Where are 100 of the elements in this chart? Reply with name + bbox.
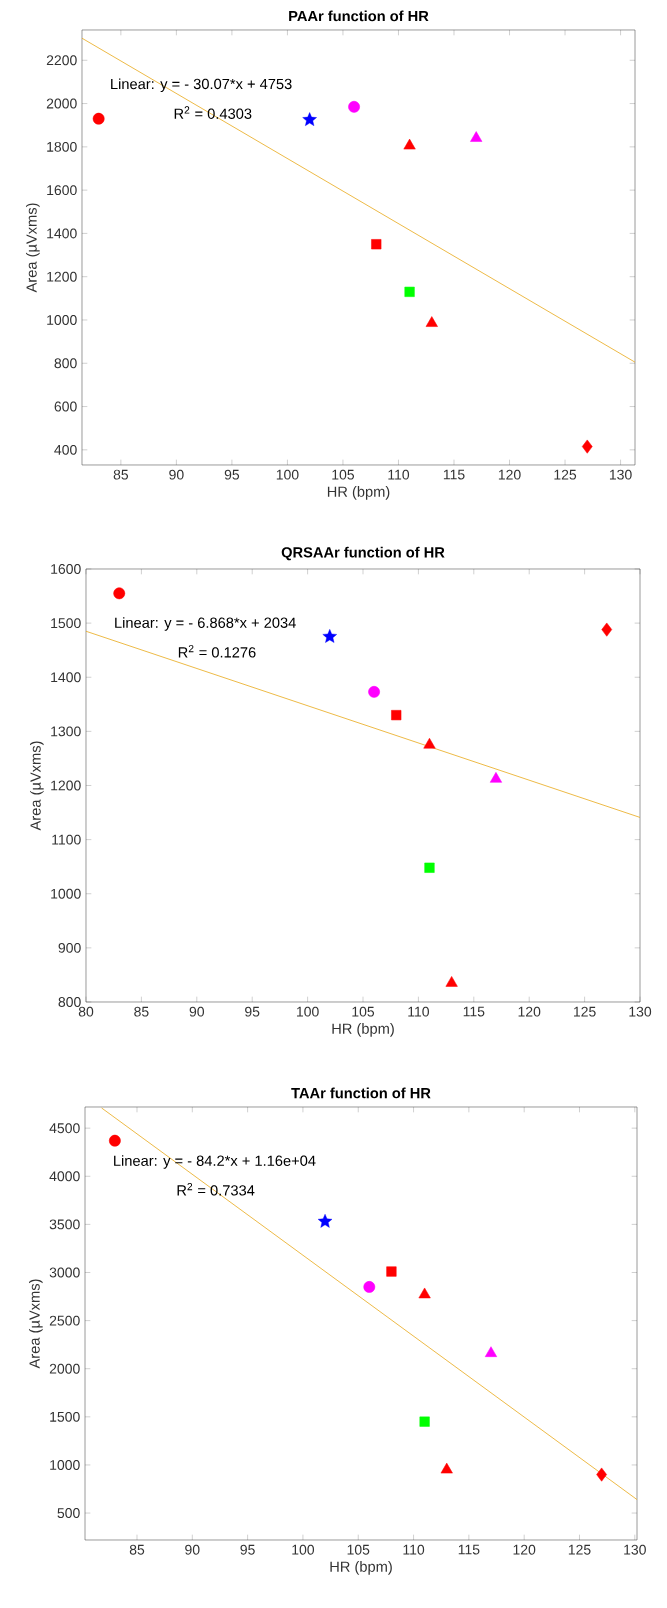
x-tick-label: 85: [113, 469, 129, 480]
x-tick-label: 130: [629, 1006, 652, 1017]
x-tick-label: 105: [347, 1544, 370, 1555]
chart-title: PAAr function of HR: [289, 10, 429, 22]
point: [348, 100, 360, 113]
y-tick-label: 1300: [51, 726, 81, 737]
x-tick-label: 120: [518, 1006, 541, 1017]
x-tick-label: 85: [129, 1544, 145, 1555]
x-tick-label: 115: [463, 1006, 485, 1017]
x-tick-label: 85: [134, 1006, 149, 1017]
x-tick-label: 90: [169, 469, 184, 480]
y-tick-label: 4000: [49, 1171, 80, 1182]
x-tick-label: 115: [458, 1544, 480, 1555]
x-tick-label: 110: [403, 1544, 425, 1555]
y-tick-label: 400: [54, 444, 77, 455]
point: [484, 1346, 498, 1357]
chart-title: QRSAAr function of HR: [281, 546, 445, 561]
x-tick-label: 130: [624, 1544, 646, 1555]
y-axis-title: Area (µVxms): [25, 203, 40, 293]
y-tick-label: 3500: [49, 1219, 80, 1230]
x-tick-label: 105: [332, 469, 355, 480]
x-tick-label: 120: [498, 469, 521, 480]
point: [403, 138, 416, 150]
y-tick-label: 1500: [51, 618, 81, 629]
point: [302, 112, 317, 126]
point: [419, 1416, 430, 1427]
point: [423, 737, 436, 749]
point: [317, 1213, 333, 1228]
annotation: R$^{2}$ = 0.1276: [178, 644, 256, 658]
x-tick-label: 100: [276, 469, 299, 480]
y-tick-label: 1600: [51, 564, 81, 574]
x-axis-title: HR (bpm): [330, 1561, 392, 1575]
y-tick-label: 1100: [52, 834, 81, 845]
annotation: Linear: y = - 84.2*x + 1.16e+04: [114, 1155, 316, 1169]
y-tick-label: 900: [58, 942, 81, 953]
point: [368, 685, 380, 698]
y-tick-label: 1400: [47, 228, 77, 239]
point: [581, 439, 593, 454]
annotation: Linear: y = - 6.868*x + 2034: [115, 617, 296, 631]
annotation: R$^{2}$ = 0.7334: [177, 1182, 255, 1196]
y-tick-label: 2200: [46, 55, 77, 66]
point: [470, 131, 483, 142]
x-tick-label: 80: [78, 1006, 94, 1017]
y-tick-label: 3000: [49, 1267, 80, 1278]
y-axis-title: Area (µVxms): [29, 741, 44, 831]
y-tick-label: 1000: [47, 315, 77, 325]
x-tick-label: 90: [189, 1006, 205, 1017]
annotation: Linear: y = - 30.07*x + 4753: [111, 78, 292, 93]
y-tick-label: 4500: [49, 1123, 80, 1134]
x-tick-label: 125: [573, 1006, 596, 1017]
x-tick-label: 100: [296, 1006, 319, 1017]
x-tick-label: 95: [240, 1544, 255, 1555]
x-tick-label: 120: [513, 1544, 536, 1555]
point: [92, 112, 105, 125]
point: [386, 1266, 397, 1277]
x-axis-title: HR (bpm): [332, 1023, 394, 1037]
y-tick-label: 600: [54, 401, 77, 412]
point: [109, 1134, 121, 1147]
y-tick-label: 2000: [49, 1363, 80, 1374]
y-tick-label: 2000: [46, 98, 77, 109]
y-tick-label: 1200: [51, 780, 81, 791]
y-tick-label: 1500: [50, 1411, 80, 1422]
x-tick-label: 125: [554, 469, 577, 480]
y-tick-label: 800: [54, 358, 77, 369]
x-tick-label: 95: [245, 1006, 260, 1017]
point: [445, 976, 458, 987]
annotation: R$^{2}$ = 0.4303: [174, 106, 252, 119]
point: [363, 1281, 376, 1293]
x-tick-label: 115: [443, 469, 465, 480]
point: [404, 286, 415, 297]
x-tick-label: 100: [292, 1544, 315, 1555]
chart-title: TAAr function of HR: [291, 1087, 431, 1099]
y-tick-label: 1200: [47, 271, 77, 282]
point: [424, 862, 435, 873]
y-tick-label: 1600: [47, 185, 77, 196]
x-tick-label: 110: [408, 1006, 430, 1017]
x-tick-label: 130: [609, 469, 632, 480]
x-tick-label: 95: [224, 469, 240, 480]
x-axis-title: HR (bpm): [327, 486, 390, 500]
y-tick-label: 1800: [47, 141, 77, 152]
x-tick-label: 105: [352, 1006, 375, 1017]
x-tick-label: 110: [388, 469, 410, 480]
point: [489, 772, 502, 783]
y-tick-label: 800: [58, 997, 81, 1007]
point: [322, 629, 337, 643]
point: [391, 710, 402, 721]
y-tick-label: 1400: [51, 672, 81, 683]
point: [601, 622, 613, 637]
y-axis-title: Area (µVxms): [28, 1279, 43, 1369]
y-tick-label: 500: [57, 1508, 80, 1519]
point: [418, 1287, 431, 1299]
point: [596, 1467, 607, 1482]
point: [440, 1462, 453, 1474]
point: [371, 239, 382, 250]
y-tick-label: 1000: [50, 1460, 80, 1470]
point: [425, 316, 438, 327]
x-tick-label: 125: [568, 1544, 591, 1555]
y-tick-label: 2500: [49, 1315, 80, 1326]
point: [113, 587, 126, 600]
y-tick-label: 1000: [51, 888, 81, 899]
